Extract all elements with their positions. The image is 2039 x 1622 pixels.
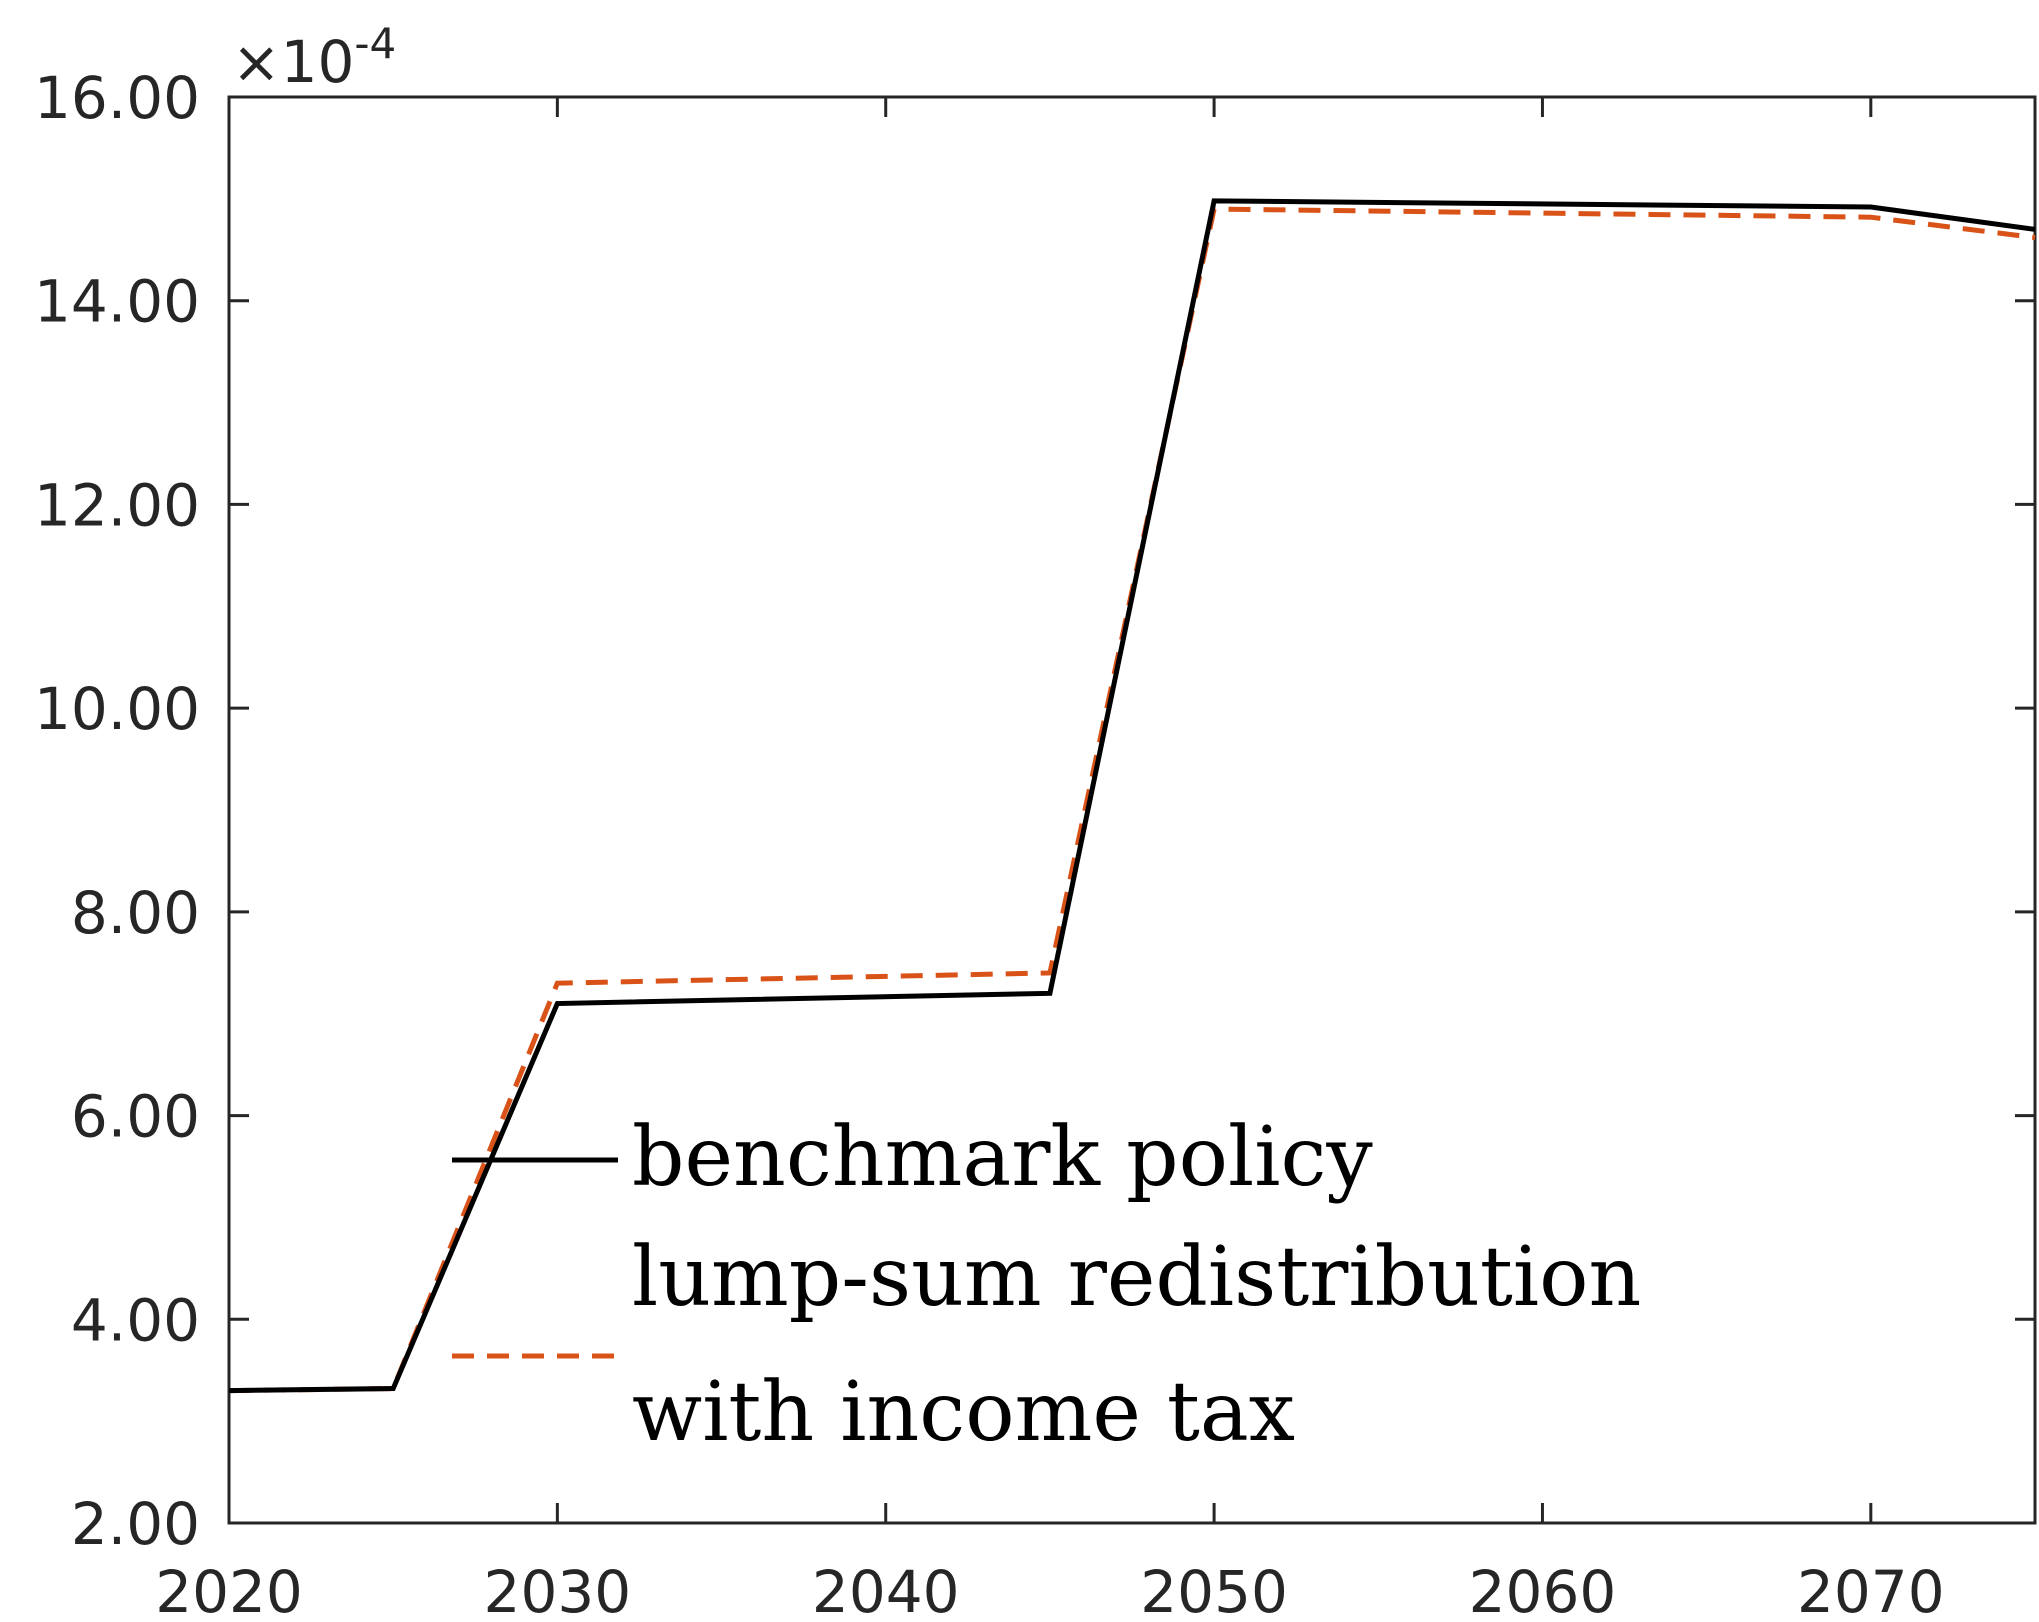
x-tick-label: 2040 bbox=[812, 1558, 960, 1622]
y-tick-label: 16.00 bbox=[34, 64, 200, 132]
y-axis-multiplier-base: ×10 bbox=[232, 28, 354, 96]
legend-label-income-tax-line1: lump-sum redistribution bbox=[632, 1230, 1641, 1325]
y-tick-label: 6.00 bbox=[71, 1083, 200, 1151]
y-tick-label: 2.00 bbox=[71, 1490, 200, 1558]
series-layer bbox=[228, 198, 2036, 1394]
x-tick-label: 2050 bbox=[1140, 1558, 1288, 1622]
series-line-benchmark bbox=[228, 198, 2036, 1394]
y-tick-label: 14.00 bbox=[34, 268, 200, 336]
series-line-income-tax bbox=[228, 206, 2036, 1394]
x-axis-tick-labels: 2020 2030 2040 2050 2060 2070 bbox=[155, 1558, 1944, 1622]
y-axis-multiplier: ×10-4 bbox=[232, 19, 396, 96]
y-tick-label: 4.00 bbox=[71, 1286, 200, 1354]
plot-area bbox=[227, 95, 2037, 1525]
x-tick-label: 2060 bbox=[1469, 1558, 1617, 1622]
legend: benchmark policy lump-sum redistribution… bbox=[452, 1110, 1641, 1460]
legend-label-benchmark: benchmark policy bbox=[632, 1110, 1373, 1205]
x-tick-label: 2070 bbox=[1797, 1558, 1945, 1622]
y-tick-label: 8.00 bbox=[71, 879, 200, 947]
x-axis-ticks bbox=[227, 97, 1873, 1523]
axes-box bbox=[227, 95, 2037, 1525]
y-axis-ticks bbox=[229, 95, 2035, 1525]
y-tick-label: 10.00 bbox=[34, 675, 200, 743]
x-tick-label: 2030 bbox=[484, 1558, 632, 1622]
y-axis-multiplier-exponent: -4 bbox=[354, 19, 396, 68]
legend-label-income-tax-line2: with income tax bbox=[632, 1365, 1295, 1460]
y-tick-label: 12.00 bbox=[34, 471, 200, 539]
y-axis-tick-labels: 2.00 4.00 6.00 8.00 10.00 12.00 14.00 16.00 bbox=[34, 64, 200, 1558]
x-tick-label: 2020 bbox=[155, 1558, 303, 1622]
